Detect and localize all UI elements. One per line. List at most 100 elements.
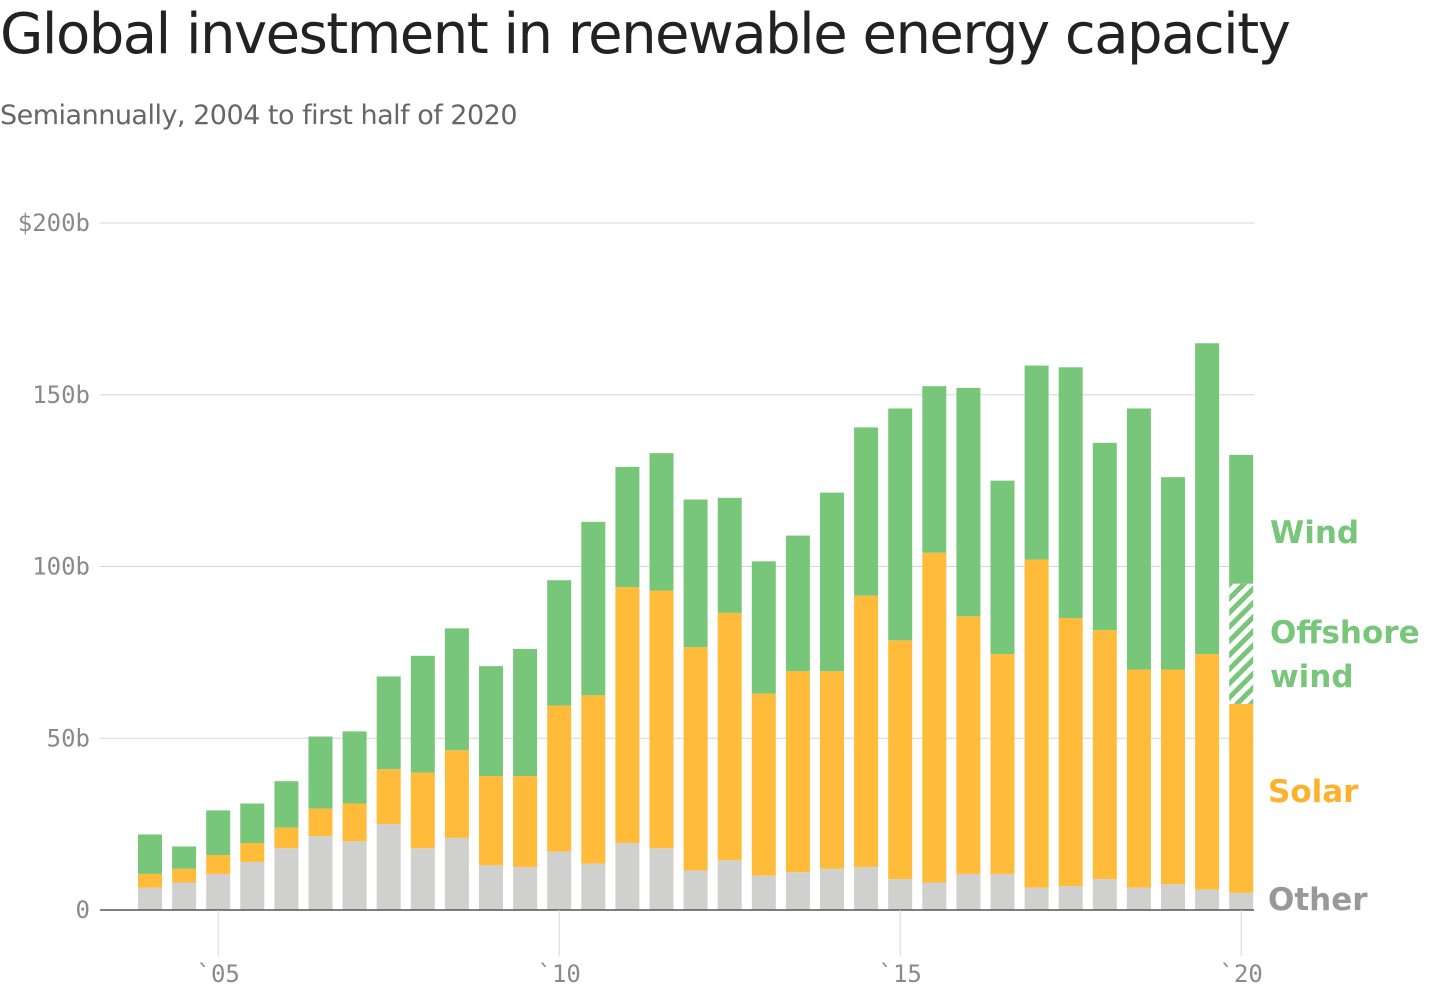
- bar-stack: [581, 521, 606, 910]
- bar-stack: [922, 386, 947, 910]
- bar-segment-solar: [479, 776, 503, 866]
- bar-segment-other: [1058, 885, 1083, 910]
- y-tick-label: 150b: [32, 381, 90, 409]
- bar-segment-wind: [956, 387, 981, 617]
- bar-segment-wind: [683, 499, 708, 648]
- series-label-solar: Solar: [1268, 774, 1359, 810]
- bar-segment-solar: [683, 647, 708, 871]
- bar-segment-wind: [376, 676, 401, 770]
- series-label-offshore-wind: Offshore: [1270, 615, 1420, 651]
- bar-segment-wind: [1195, 343, 1220, 655]
- bar-segment-other: [479, 865, 503, 910]
- y-tick-label: $200b: [18, 209, 90, 237]
- bar-segment-wind: [1092, 442, 1117, 631]
- bar-stack: [956, 387, 981, 910]
- chart-title: Global investment in renewable energy ca…: [0, 2, 1291, 67]
- bar-stack: [888, 408, 913, 910]
- bar-segment-wind: [138, 834, 162, 874]
- bar-segment-other: [1195, 889, 1220, 910]
- bar-segment-wind: [479, 666, 503, 777]
- bar-stack: [649, 453, 674, 910]
- bar-stack: [615, 466, 640, 910]
- bar-segment-wind: [1024, 365, 1049, 560]
- chart-subtitle: Semiannually, 2004 to first half of 2020: [0, 100, 518, 131]
- bar-stack: [138, 834, 162, 910]
- bar-segment-wind: [444, 628, 469, 751]
- bar-segment-other: [1229, 892, 1254, 910]
- bar-stack: [820, 492, 844, 910]
- series-label-offshore-wind: wind: [1270, 659, 1354, 695]
- bar-segment-other: [410, 848, 435, 910]
- bar-segment-solar: [1126, 669, 1151, 888]
- bar-stack: [376, 676, 401, 910]
- bar-stack: [1058, 367, 1083, 910]
- bar-segment-solar: [376, 769, 401, 825]
- series-labels: Wind Offshore wind Solar Other: [1268, 515, 1420, 918]
- bar-segment-solar: [308, 808, 333, 837]
- bar-segment-wind: [922, 386, 947, 553]
- bar-segment-wind: [1161, 477, 1185, 670]
- bar-segment-other: [922, 882, 947, 910]
- bar-segment-solar: [990, 654, 1015, 874]
- bar-segment-solar: [274, 827, 299, 849]
- bar-stack: [342, 731, 367, 910]
- bar-segment-other: [172, 882, 197, 910]
- bar-segment-solar: [410, 772, 435, 849]
- bar-stack: [308, 736, 333, 910]
- bar-segment-wind: [990, 480, 1015, 655]
- y-tick-label: 100b: [32, 553, 90, 581]
- bars: [138, 343, 1254, 910]
- bar-segment-other: [785, 872, 810, 910]
- bar-segment-other: [1126, 887, 1151, 910]
- bar-segment-other: [308, 836, 333, 910]
- bar-stack: [1024, 365, 1049, 910]
- bar-stack: [513, 648, 538, 910]
- bar-segment-wind: [1229, 454, 1254, 584]
- x-tick-label: `05: [197, 960, 240, 988]
- bar-segment-solar: [820, 671, 844, 869]
- bar-stack: [683, 499, 708, 910]
- bar-stack: [410, 655, 435, 910]
- bar-segment-solar: [1092, 630, 1117, 880]
- bar-segment-other: [342, 841, 367, 910]
- bar-stack: [1229, 454, 1254, 910]
- bar-segment-wind: [206, 810, 231, 856]
- bar-segment-wind: [649, 453, 674, 591]
- bar-segment-solar: [717, 612, 742, 861]
- bar-segment-solar: [956, 616, 981, 874]
- x-axis-labels: `05 `10 `15 `20: [197, 960, 1263, 988]
- bar-segment-other: [854, 867, 879, 910]
- bar-segment-wind: [820, 492, 844, 672]
- x-tick-label: `15: [879, 960, 922, 988]
- bar-segment-wind: [751, 561, 776, 694]
- bar-segment-other: [1092, 879, 1117, 910]
- bar-segment-solar: [206, 855, 231, 874]
- bar-segment-other: [649, 848, 674, 910]
- bar-stack: [206, 810, 231, 910]
- bar-segment-other: [615, 843, 640, 910]
- bar-segment-other: [683, 870, 708, 910]
- bar-segment-wind: [342, 731, 367, 804]
- bar-segment-other: [444, 837, 469, 910]
- bar-segment-wind: [172, 846, 197, 869]
- bar-segment-other: [206, 873, 231, 910]
- bar-segment-offshore-wind: [1229, 583, 1254, 704]
- bar-segment-wind: [581, 521, 606, 696]
- bar-stack: [547, 580, 572, 910]
- bar-segment-other: [956, 873, 981, 910]
- bar-segment-solar: [1024, 559, 1049, 888]
- bar-stack: [479, 666, 503, 910]
- bar-segment-solar: [1161, 669, 1185, 885]
- series-label-other: Other: [1268, 882, 1368, 918]
- bar-segment-other: [513, 867, 538, 910]
- bar-segment-solar: [615, 587, 640, 844]
- bar-stack: [717, 497, 742, 910]
- bar-segment-wind: [1126, 408, 1151, 670]
- bar-stack: [172, 846, 197, 910]
- bar-segment-solar: [888, 640, 913, 880]
- bar-segment-other: [717, 860, 742, 910]
- y-tick-label: 0: [76, 896, 90, 924]
- bar-segment-solar: [240, 843, 265, 862]
- bar-stack: [1126, 408, 1151, 910]
